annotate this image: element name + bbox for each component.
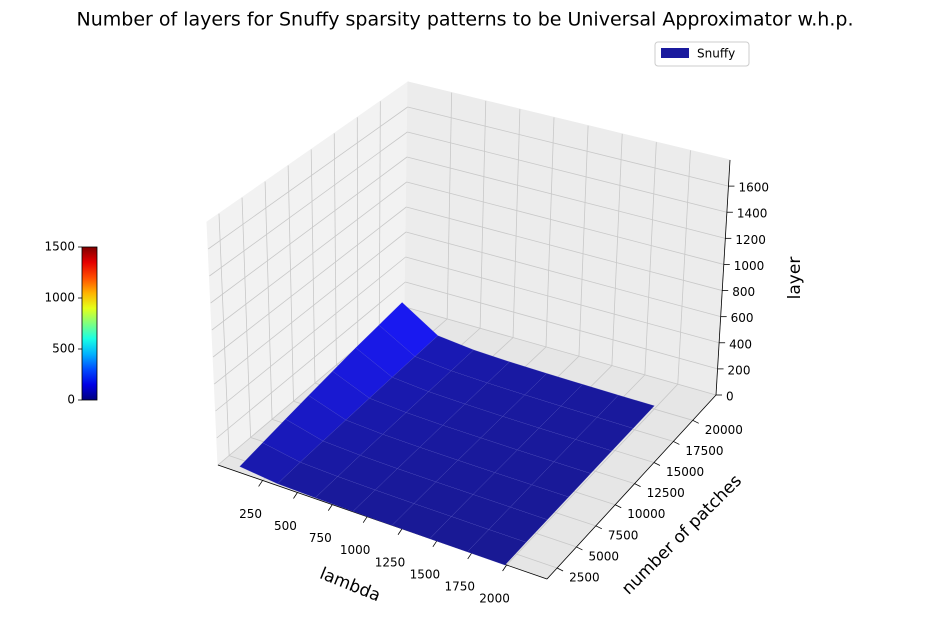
- tick-mark: [673, 441, 680, 445]
- surface-patch: [531, 461, 592, 498]
- grid-line: [506, 383, 679, 566]
- grid-line: [479, 100, 487, 329]
- chart-title: Number of layers for Snuffy sparsity pat…: [77, 9, 854, 31]
- legend: Snuffy: [654, 41, 750, 67]
- grid-line: [407, 131, 727, 213]
- y-tick-label: 20000: [705, 423, 743, 437]
- grid-line: [406, 181, 724, 265]
- x-tick-label: 1750: [444, 579, 475, 593]
- tick-mark: [634, 483, 641, 487]
- grid-line: [211, 181, 407, 331]
- tick-mark: [653, 462, 661, 466]
- grid-line: [446, 92, 453, 319]
- grid-line: [644, 142, 657, 375]
- surface-patch: [466, 529, 527, 566]
- tick-mark: [595, 525, 603, 530]
- grid-line: [405, 281, 718, 370]
- tick-mark: [467, 552, 473, 560]
- grid-line: [512, 109, 521, 338]
- y-tick-label: 15000: [666, 465, 704, 479]
- x-tick-label: 1250: [375, 555, 406, 569]
- grid-line: [210, 156, 408, 304]
- legend-label: Snuffy: [697, 47, 735, 61]
- grid-line: [241, 197, 251, 438]
- x-tick-label: 2000: [479, 591, 510, 605]
- z-tick-label: 1200: [735, 233, 766, 247]
- z-tick-label: 200: [728, 363, 751, 377]
- z-tick-label: 400: [729, 337, 752, 351]
- z-axis-label: layer: [785, 257, 805, 300]
- y-tick-label: 10000: [627, 507, 665, 521]
- colorbar-tick-label: 1500: [44, 240, 75, 254]
- y-tick-label: 2500: [569, 571, 600, 585]
- legend-swatch: [661, 48, 689, 58]
- grid-line: [209, 131, 408, 277]
- tick-mark: [576, 546, 583, 551]
- z-tick-label: 600: [731, 311, 754, 325]
- z-tick-label: 1400: [737, 207, 768, 221]
- grid-line: [287, 165, 294, 402]
- grid-line: [611, 133, 623, 366]
- z-tick-label: 800: [732, 285, 755, 299]
- grid-line: [310, 149, 316, 384]
- grid-line: [207, 106, 408, 250]
- colorbar-tick-label: 1000: [44, 291, 75, 305]
- tick-mark: [258, 480, 263, 487]
- tick-mark: [615, 504, 622, 509]
- x-tick-label: 250: [239, 507, 262, 521]
- grid-line: [333, 133, 337, 365]
- grid-line: [264, 181, 273, 420]
- x-tick-label: 750: [309, 531, 332, 545]
- tick-mark: [556, 567, 564, 572]
- grid-line: [215, 256, 406, 412]
- grid-line: [212, 206, 407, 358]
- z-tick-label: 0: [726, 390, 734, 404]
- colorbar: [81, 246, 98, 401]
- surface-patch: [596, 394, 655, 429]
- tick-mark: [397, 528, 403, 535]
- y-tick-label: 17500: [685, 444, 723, 458]
- z-axis: [715, 159, 731, 396]
- y-tick-label: 7500: [608, 528, 639, 542]
- grid-line: [404, 306, 717, 396]
- surface-patch: [509, 484, 570, 520]
- grid-line: [356, 117, 359, 347]
- grid-line: [545, 117, 555, 347]
- grid-line: [406, 156, 726, 239]
- z-tick-label: 1600: [738, 181, 769, 195]
- grid-line: [378, 101, 381, 329]
- surface-patch: [575, 417, 634, 452]
- x-axis-label: lambda: [317, 564, 384, 606]
- grid-line: [407, 106, 729, 187]
- y-axis: [546, 394, 717, 580]
- tick-mark: [432, 540, 438, 548]
- grid-line: [405, 256, 720, 344]
- grid-line: [218, 213, 230, 456]
- z-tick-label: 1000: [734, 259, 765, 273]
- x-tick-label: 1500: [410, 567, 441, 581]
- grid-line: [578, 125, 589, 357]
- colorbar-tick-label: 500: [52, 342, 75, 356]
- x-tick-label: 500: [274, 519, 297, 533]
- colorbar-tick-label: 0: [67, 393, 75, 407]
- tick-mark: [293, 492, 298, 499]
- y-tick-label: 12500: [647, 486, 685, 500]
- tick-mark: [692, 419, 699, 424]
- grid-line: [405, 231, 721, 318]
- grid-line: [677, 150, 691, 385]
- tick-mark: [362, 516, 368, 523]
- grid-line: [406, 206, 723, 291]
- grid-line: [216, 281, 406, 439]
- y-tick-label: 5000: [588, 549, 619, 563]
- x-tick-label: 1000: [340, 543, 371, 557]
- tick-mark: [502, 564, 507, 572]
- grid-line: [214, 231, 407, 385]
- tick-mark: [327, 504, 333, 511]
